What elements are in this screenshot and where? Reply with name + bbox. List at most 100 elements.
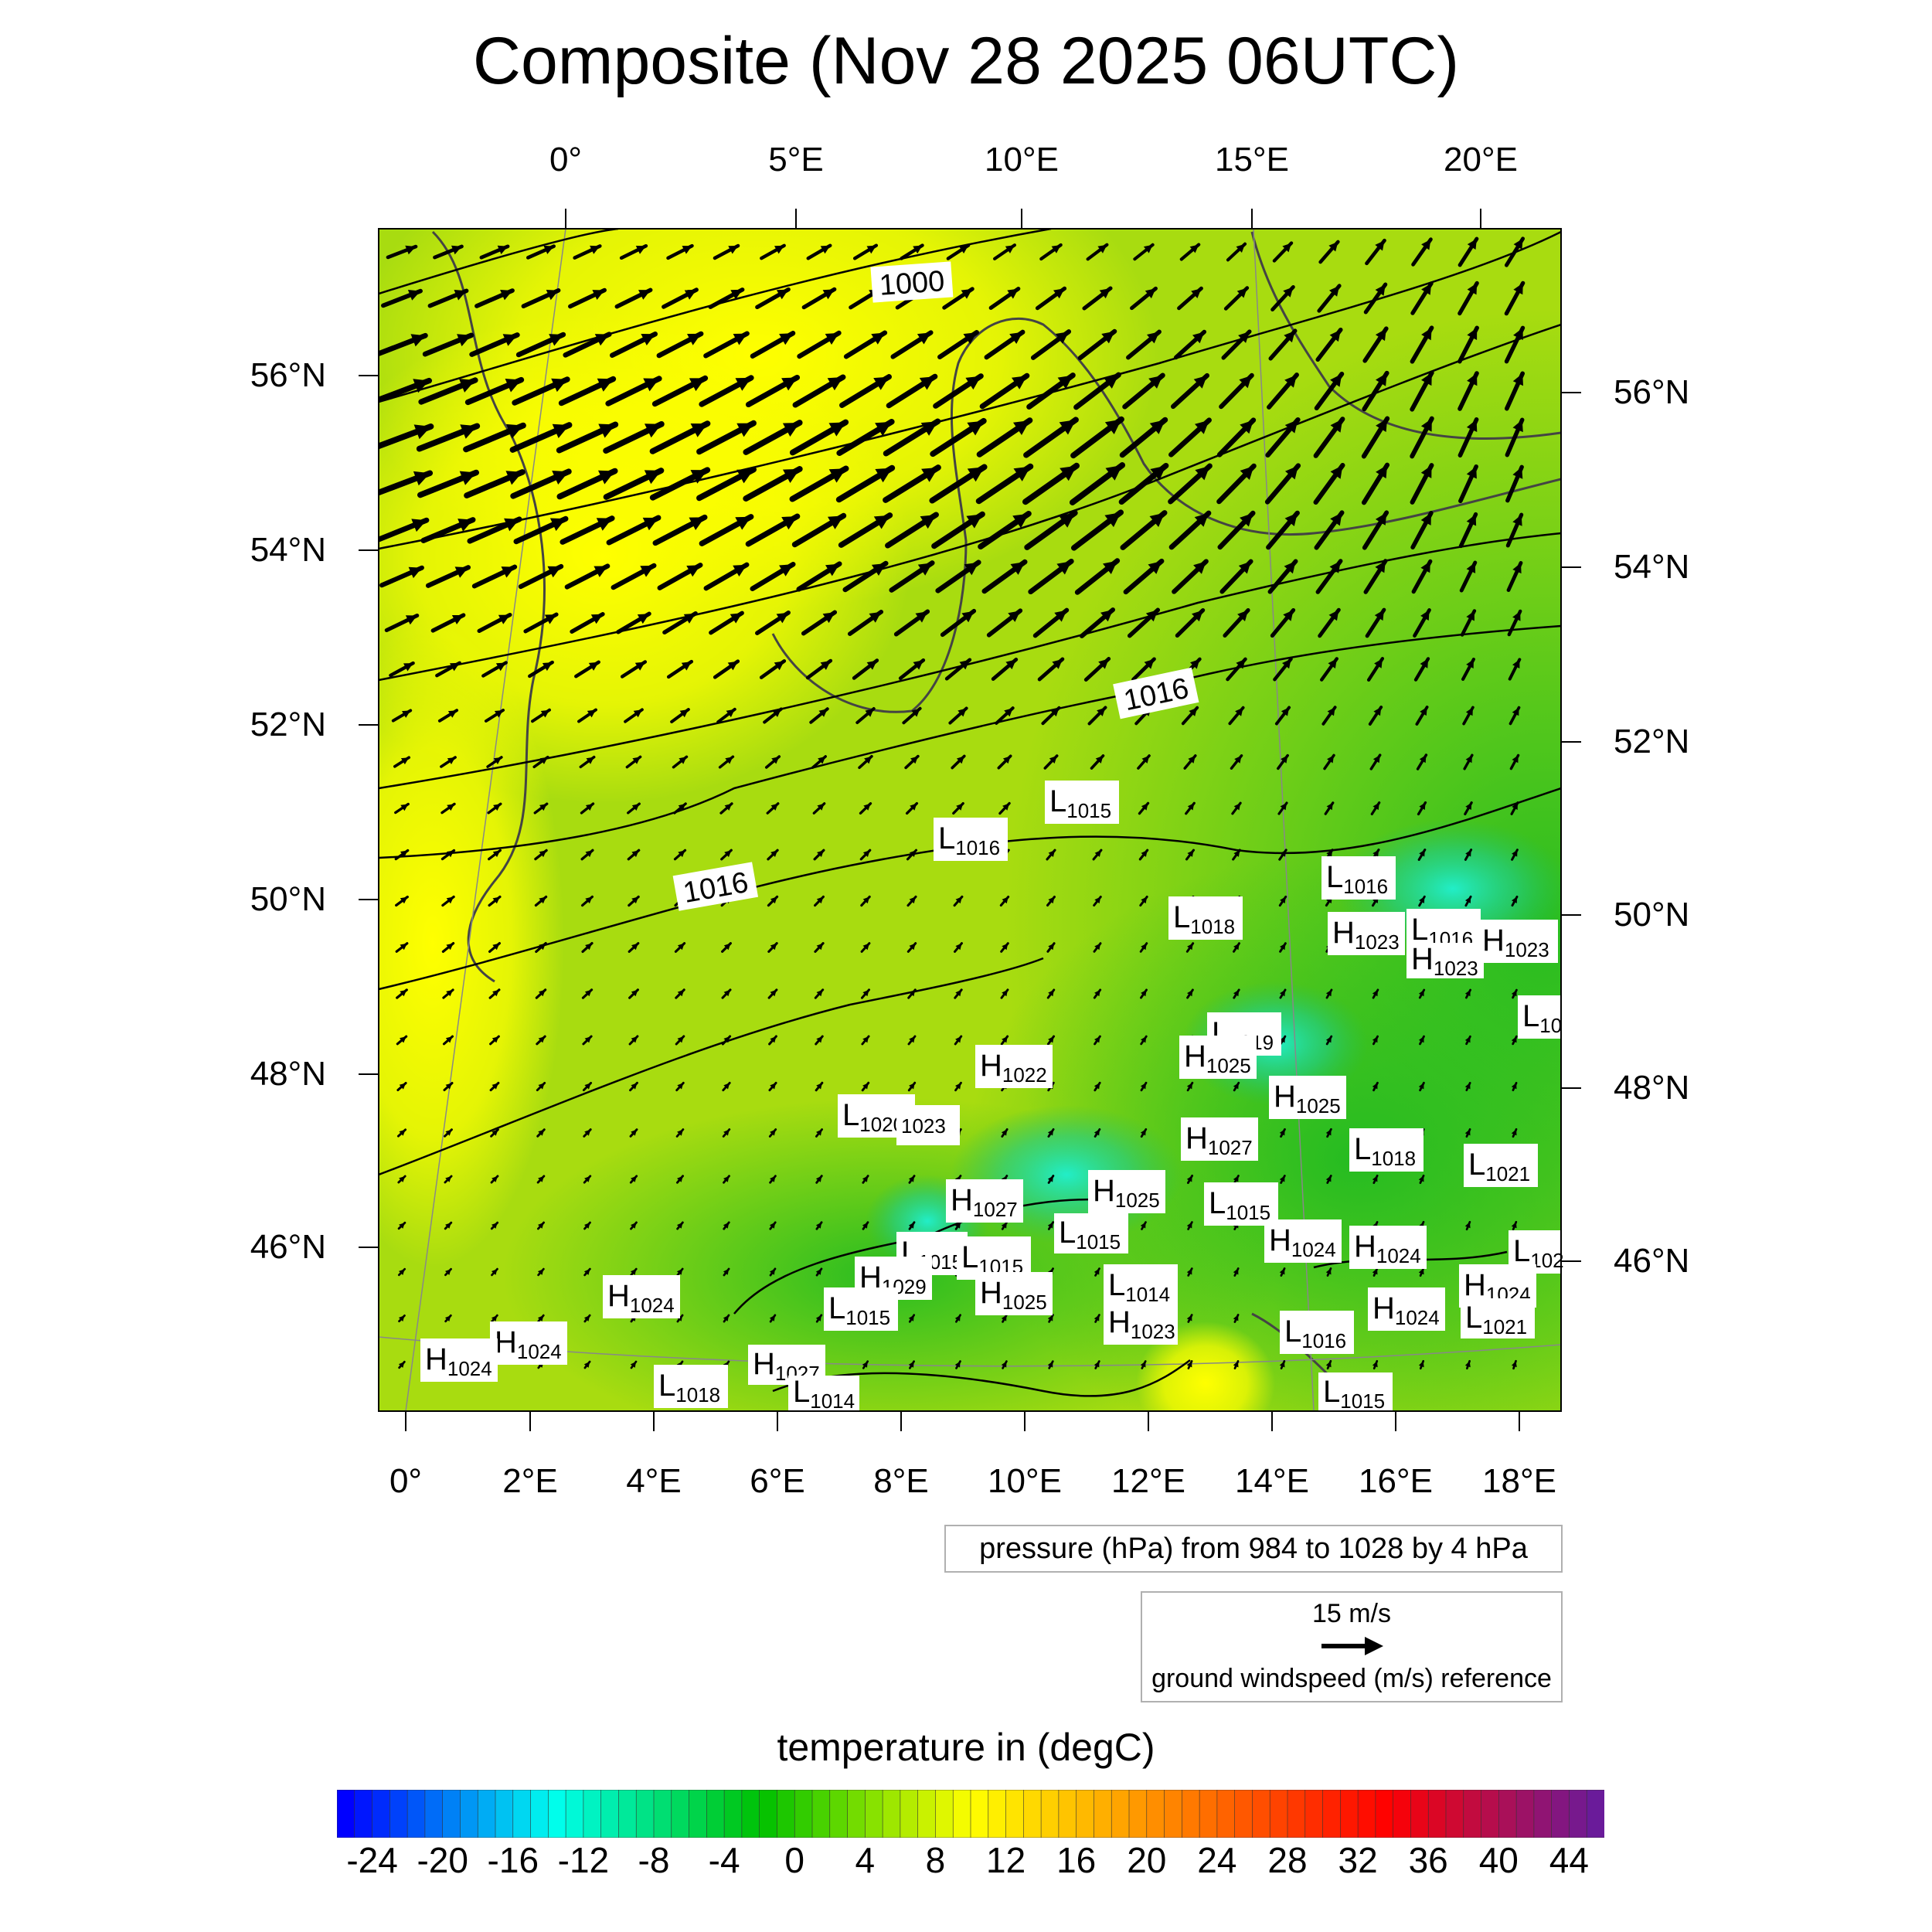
wind-arrow-head (631, 850, 639, 858)
wind-arrow-head (1467, 328, 1478, 340)
low-center: L1014 (1104, 1264, 1178, 1308)
wind-arrow-head (1280, 943, 1286, 951)
wind-arrow-head (913, 660, 923, 670)
wind-arrow-head (460, 424, 478, 439)
colorbar-swatch (671, 1790, 690, 1838)
wind-arrow-head (961, 611, 975, 623)
wind-arrow-head (643, 378, 659, 392)
wind-arrow-head (909, 850, 917, 857)
wind-arrow-head (413, 471, 430, 486)
colorbar-swatch (1164, 1790, 1183, 1838)
wind-arrow-head (908, 1222, 914, 1229)
colorbar-swatch (777, 1790, 796, 1838)
wind-arrow-head (954, 1222, 961, 1229)
colorbar-swatch (372, 1790, 391, 1838)
map-frame (378, 228, 1562, 1412)
wind-arrow-head (955, 989, 962, 997)
wind-arrow-head (1421, 372, 1432, 386)
temperature-colorbar (337, 1790, 1604, 1838)
wind-arrow-head (1148, 561, 1162, 574)
wind-arrow-head (1374, 658, 1383, 668)
wind-arrow-head (1511, 1083, 1517, 1090)
wind-arrow-head (1060, 465, 1077, 481)
wind-arrow-head (956, 803, 964, 811)
wind-arrow-head (543, 245, 554, 254)
wind-arrow-head (1376, 418, 1388, 432)
wind-arrow-head (822, 612, 835, 624)
svg-text:1023: 1023 (901, 1114, 946, 1138)
wind-arrow-head (817, 850, 824, 857)
colorbar-swatch (759, 1790, 778, 1838)
wind-arrow-head (544, 614, 556, 624)
wind-arrow-head (871, 563, 886, 576)
wind-arrow-head (1512, 420, 1523, 433)
colorbar-swatch (794, 1790, 813, 1838)
bottom-lon-tick: 16°E (1359, 1462, 1433, 1500)
wind-arrow-head (631, 1036, 638, 1043)
wind-arrow-head (1325, 1268, 1332, 1275)
high-center: H1024 (490, 1321, 567, 1365)
wind-arrow-head (596, 518, 612, 531)
wind-arrow-head (1330, 465, 1343, 479)
svg-text:H1025: H1025 (1184, 1039, 1251, 1077)
wind-arrow-head (1140, 1222, 1146, 1229)
top-lon-tick: 5°E (768, 141, 824, 179)
wind-arrow-head (1143, 244, 1153, 253)
wind-arrow-head (816, 1036, 823, 1043)
colorbar-swatch (1533, 1790, 1553, 1838)
wind-arrow-head (540, 709, 549, 718)
wind-arrow-head (728, 246, 739, 254)
wind-arrow-head (537, 1269, 544, 1275)
wind-arrow-head (723, 1129, 730, 1136)
wind-arrow-head (1235, 707, 1243, 716)
wind-arrow-head (1233, 850, 1240, 857)
wind-arrow-head (1418, 1036, 1424, 1043)
wind-arrow-head (1511, 990, 1517, 997)
wind-arrow-head (1513, 283, 1523, 295)
svg-text:L1015: L1015 (1059, 1216, 1121, 1253)
wind-arrow-head (723, 1036, 730, 1043)
low-center: L1021 (1464, 1144, 1538, 1187)
wind-arrow-head (1094, 1361, 1100, 1368)
wind-arrow-head (539, 989, 546, 997)
colorbar-tick: -8 (638, 1840, 670, 1880)
colorbar-tick: 12 (986, 1840, 1026, 1880)
wind-arrow-head (539, 804, 547, 811)
wind-arrow-head (1192, 610, 1203, 622)
colorbar-tick: -24 (346, 1840, 398, 1880)
wind-arrow-head (735, 516, 751, 530)
wind-arrow-head (871, 332, 885, 345)
colorbar-tick: 24 (1197, 1840, 1237, 1880)
wind-arrow-head (1328, 658, 1337, 668)
wind-arrow-head (631, 1222, 637, 1229)
wind-arrow-head (1280, 849, 1287, 857)
wind-arrow-head (1239, 375, 1252, 389)
wind-arrow-head (1141, 755, 1150, 764)
wind-arrow-head (769, 1315, 775, 1321)
wind-arrow-head (1233, 989, 1240, 997)
svg-text:H1027: H1027 (1185, 1121, 1253, 1159)
colorbar-tick: -12 (557, 1840, 610, 1880)
wind-arrow-head (405, 245, 416, 255)
wind-arrow-head (1464, 990, 1471, 997)
colorbar-swatch (1375, 1790, 1394, 1838)
wind-arrow-head (1236, 243, 1245, 253)
colorbar-tick: 36 (1408, 1840, 1448, 1880)
wind-arrow-head (1285, 465, 1298, 480)
wind-arrow-head (505, 471, 522, 485)
wind-arrow-head (1057, 375, 1073, 389)
svg-text:L10: L10 (1522, 999, 1562, 1037)
wind-arrow-head (825, 332, 839, 345)
high-center: H1025 (1269, 1076, 1346, 1119)
wind-arrow-head (1149, 512, 1165, 527)
colorbar-swatch (565, 1790, 584, 1838)
left-lat-tick: 52°N (250, 706, 326, 743)
wind-arrow-head (770, 943, 777, 951)
wind-arrow-head (865, 709, 874, 717)
bottom-lon-tick: 4°E (626, 1462, 682, 1500)
colorbar-tick: 8 (925, 1840, 946, 1880)
svg-text:H1024: H1024 (425, 1342, 492, 1380)
wind-arrow-head (405, 615, 417, 625)
svg-text:L1016: L1016 (1284, 1315, 1346, 1352)
isobar-label: 1000 (878, 265, 945, 302)
